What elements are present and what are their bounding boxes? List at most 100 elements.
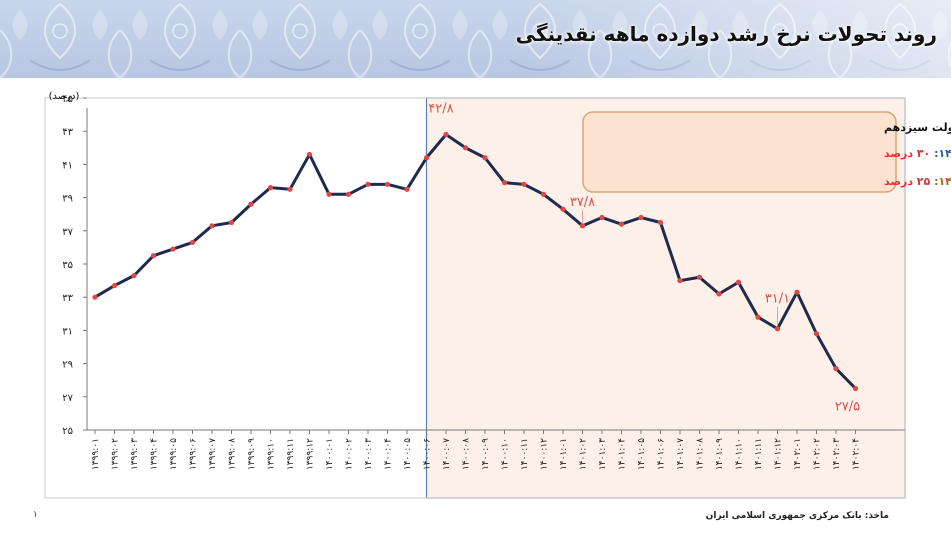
x-tick-label: ۱۴۰۲:۰۲ — [813, 438, 823, 470]
data-point — [599, 214, 605, 221]
data-point — [326, 191, 332, 197]
data-point — [443, 131, 449, 138]
data-point — [813, 331, 820, 337]
y-tick-label: ۳۳ — [62, 293, 73, 304]
data-point — [521, 181, 527, 187]
data-point — [696, 274, 703, 280]
data-point — [579, 223, 586, 229]
x-tick-label: ۱۴۰۱:۰۴ — [618, 438, 628, 470]
data-annotation: ۴۲/۸ — [428, 102, 453, 117]
x-tick-label: ۱۳۹۹:۰۲ — [111, 438, 121, 470]
page-number: ۱ — [33, 510, 38, 520]
y-tick-label: ۴۳ — [62, 127, 73, 138]
data-point — [482, 155, 488, 161]
y-axis-label: (درصد) — [49, 91, 80, 102]
x-tick-label: ۱۴۰۰:۰۴ — [384, 438, 394, 470]
data-point — [150, 253, 157, 259]
x-tick-label: ۱۳۹۹:۰۴ — [150, 438, 160, 470]
data-point — [774, 326, 781, 332]
y-tick-label: ۳۹ — [62, 194, 73, 205]
legend-item-1-value: ۳۰ درصد — [884, 147, 930, 160]
y-tick-label: ۳۷ — [62, 227, 73, 238]
x-tick-label: ۱۴۰۰:۱۲ — [540, 438, 550, 470]
y-tick-label: ۳۵ — [62, 260, 73, 271]
plot-frame — [44, 97, 906, 499]
x-tick-label: ۱۴۰۲:۰۱ — [793, 438, 803, 470]
x-tick-label: ۱۳۹۹:۰۵ — [169, 438, 179, 470]
data-point — [833, 365, 839, 372]
data-point — [462, 145, 469, 151]
x-tick-label: ۱۴۰۰:۱۱ — [520, 438, 530, 470]
data-annotation: ۳۷/۸ — [570, 195, 595, 210]
x-tick-label: ۱۴۰۰:۰۳ — [364, 438, 374, 470]
data-point — [540, 191, 547, 197]
data-point — [677, 278, 683, 284]
x-tick-label: ۱۴۰۰:۰۷ — [442, 438, 452, 470]
page-title: روند تحولات نرخ رشد دوازده ماهه نقدینگی — [515, 22, 937, 46]
x-tick-label: ۱۴۰۱:۱۰ — [735, 438, 745, 470]
x-tick-label: ۱۴۰۱:۰۷ — [676, 438, 686, 470]
data-point — [248, 201, 254, 207]
data-point — [345, 191, 352, 197]
series-line — [94, 133, 857, 390]
x-tick-label: ۱۴۰۱:۰۶ — [657, 438, 667, 470]
data-point — [189, 239, 196, 246]
x-tick-label: ۱۴۰۱:۰۲ — [579, 438, 589, 470]
data-point — [92, 294, 98, 300]
legend-item-1: ❖ هدف گذاری رشد نقدینگی سال ۱۴۰۱: ۳۰ درص… — [884, 147, 951, 160]
source-note: ماخذ: بانک مرکزی جمهوری اسلامی ایران — [705, 511, 889, 521]
data-point — [131, 273, 137, 279]
x-tick-label: ۱۴۰۰:۰۱ — [325, 438, 335, 470]
data-point — [384, 181, 391, 187]
data-point — [228, 219, 235, 226]
data-annotation: ۲۷/۵ — [835, 400, 860, 415]
legend-item-2-label: هدف گذاری رشد نقدینگی سال ۱۴۰۲: — [930, 175, 951, 188]
x-tick-label: ۱۴۰۰:۰۸ — [462, 438, 472, 470]
x-tick-label: ۱۳۹۹:۱۰ — [267, 438, 277, 470]
header-banner: روند تحولات نرخ رشد دوازده ماهه نقدینگی — [0, 0, 951, 78]
data-point — [209, 223, 215, 229]
data-point — [501, 180, 508, 186]
legend-heading: روند نزولی رشد نقدینگی در دولت سیزدهم — [884, 121, 951, 134]
legend-item-2-value: ۲۵ درصد — [884, 175, 931, 188]
data-point — [365, 181, 371, 187]
y-tick-label: ۲۵ — [62, 426, 73, 437]
x-tick-label: ۱۳۹۹:۰۳ — [130, 438, 140, 470]
data-point — [618, 221, 625, 227]
x-tick-label: ۱۳۹۹:۰۸ — [228, 438, 238, 470]
ornament-pattern — [0, 0, 951, 78]
x-tick-label: ۱۳۹۹:۱۱ — [286, 438, 296, 470]
x-tick-label: ۱۴۰۱:۱۲ — [774, 438, 784, 470]
x-tick-label: ۱۴۰۱:۰۹ — [715, 438, 725, 470]
data-point — [794, 289, 800, 295]
x-tick-label: ۱۴۰۲:۰۴ — [852, 438, 862, 470]
data-point — [423, 155, 430, 161]
x-tick-label: ۱۳۹۹:۰۷ — [208, 438, 218, 470]
x-tick-label: ۱۴۰۱:۰۳ — [598, 438, 608, 470]
y-tick-label: ۴۱ — [62, 160, 73, 171]
data-point — [404, 186, 410, 192]
x-tick-label: ۱۴۰۱:۰۵ — [637, 438, 647, 470]
data-annotation: ۳۱/۱ — [765, 292, 790, 307]
x-tick-label: ۱۴۰۰:۰۹ — [481, 438, 491, 470]
data-point — [638, 214, 644, 221]
data-point — [735, 279, 742, 285]
x-tick-label: ۱۴۰۰:۰۶ — [423, 438, 433, 470]
legend-box: روند نزولی رشد نقدینگی در دولت سیزدهم ❖ … — [582, 111, 951, 193]
data-point — [716, 291, 722, 297]
x-tick-label: ۱۴۰۱:۰۱ — [559, 438, 569, 470]
y-tick-label: ۴۵ — [62, 94, 73, 105]
x-tick-label: ۱۴۰۰:۱۰ — [501, 438, 511, 470]
x-tick-label: ۱۴۰۱:۰۸ — [696, 438, 706, 470]
data-point — [111, 282, 118, 289]
y-tick-label: ۲۷ — [62, 393, 73, 404]
data-point — [560, 206, 566, 212]
x-tick-label: ۱۳۹۹:۰۶ — [189, 438, 199, 470]
data-point — [755, 314, 761, 320]
data-point — [852, 385, 859, 392]
data-point — [287, 186, 293, 192]
x-tick-label: ۱۳۹۹:۰۱ — [91, 438, 101, 470]
data-point — [267, 185, 274, 191]
x-tick-label: ۱۴۰۱:۱۱ — [754, 438, 764, 470]
